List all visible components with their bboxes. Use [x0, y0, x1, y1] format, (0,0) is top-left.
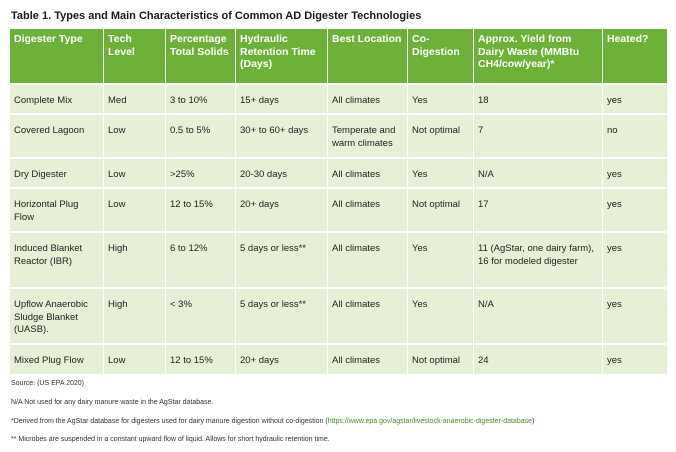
cell-hydraulic-retention-time: 20+ days [236, 345, 328, 374]
cell-hydraulic-retention-time: 5 days or less** [236, 233, 328, 287]
header-percentage-total-solids: Percentage Total Solids [166, 29, 236, 83]
footnote-microbes: ** Microbes are suspended in a constant … [11, 436, 330, 443]
cell-percentage-total-solids: 12 to 15% [166, 189, 236, 231]
table-row: Dry Digester Low >25% 20-30 days All cli… [10, 157, 667, 187]
cell-approx-yield: 11 (AgStar, one dairy farm), 16 for mode… [474, 233, 603, 287]
table-row: Complete Mix Med 3 to 10% 15+ days All c… [10, 83, 667, 113]
cell-digester-type: Dry Digester [10, 159, 104, 187]
header-tech-level: Tech Level [104, 29, 166, 83]
cell-best-location: All climates [328, 85, 408, 113]
cell-percentage-total-solids: >25% [166, 159, 236, 187]
footnote-derived-end: ) [532, 418, 535, 425]
table-row: Horizontal Plug Flow Low 12 to 15% 20+ d… [10, 187, 667, 231]
cell-co-digestion: Yes [408, 85, 474, 113]
table-row: Induced Blanket Reactor (IBR) High 6 to … [10, 231, 667, 287]
header-heated: Heated? [607, 33, 649, 45]
cell-heated: yes [607, 199, 622, 210]
cell-approx-yield: 24 [474, 345, 603, 374]
cell-co-digestion: Not optimal [408, 115, 474, 157]
cell-digester-type: Horizontal Plug Flow [10, 189, 104, 231]
cell-hydraulic-retention-time: 15+ days [236, 85, 328, 113]
table-row: Covered Lagoon Low 0.5 to 5% 30+ to 60+ … [10, 113, 667, 157]
footnote-source: Source: (US EPA 2020) [11, 380, 85, 387]
cell-tech-level: High [104, 289, 166, 343]
cell-digester-type: Covered Lagoon [10, 115, 104, 157]
header-approx-yield: Approx. Yield from Dairy Waste (MMBtu CH… [474, 29, 603, 83]
cell-percentage-total-solids: 0.5 to 5% [166, 115, 236, 157]
cell-co-digestion: Not optimal [408, 189, 474, 231]
cell-tech-level: Low [104, 115, 166, 157]
cell-hydraulic-retention-time: 20-30 days [236, 159, 328, 187]
cell-approx-yield: 7 [474, 115, 603, 157]
table-header-row: Digester Type Tech Level Percentage Tota… [10, 29, 667, 83]
header-best-location: Best Location [328, 29, 408, 83]
cell-approx-yield: N/A [474, 159, 603, 187]
cell-heated: yes [607, 95, 622, 106]
cell-tech-level: Low [104, 189, 166, 231]
cell-best-location: All climates [328, 345, 408, 374]
cell-digester-type: Induced Blanket Reactor (IBR) [10, 233, 104, 287]
cell-digester-type: Upflow Anaerobic Sludge Blanket (UASB). [10, 289, 104, 343]
agstar-database-link[interactable]: https://www.epa.gov/agstar/livestock-ana… [327, 418, 533, 425]
cell-percentage-total-solids: 3 to 10% [166, 85, 236, 113]
table-row: Mixed Plug Flow Low 12 to 15% 20+ days A… [10, 343, 667, 374]
cell-percentage-total-solids: 6 to 12% [166, 233, 236, 287]
cell-digester-type: Complete Mix [10, 85, 104, 113]
cell-hydraulic-retention-time: 5 days or less** [236, 289, 328, 343]
cell-tech-level: Low [104, 159, 166, 187]
cell-heated: yes [607, 299, 622, 310]
cell-percentage-total-solids: 12 to 15% [166, 345, 236, 374]
cell-digester-type: Mixed Plug Flow [10, 345, 104, 374]
cell-co-digestion: Not optimal [408, 345, 474, 374]
footnote-derived-text: *Derived from the AgStar database for di… [11, 418, 328, 425]
digester-table: Digester Type Tech Level Percentage Tota… [10, 29, 667, 374]
cell-tech-level: Med [104, 85, 166, 113]
cell-heated: no [607, 125, 618, 136]
cell-hydraulic-retention-time: 30+ to 60+ days [236, 115, 328, 157]
header-hydraulic-retention-time: Hydraulic Retention Time (Days) [236, 29, 328, 83]
cell-best-location: Temperate and warm climates [328, 115, 408, 157]
cell-approx-yield: N/A [474, 289, 603, 343]
footnote-na: N/A Not used for any dairy manure waste … [11, 399, 214, 406]
cell-tech-level: High [104, 233, 166, 287]
cell-best-location: All climates [328, 189, 408, 231]
cell-best-location: All climates [328, 233, 408, 287]
cell-approx-yield: 18 [474, 85, 603, 113]
footnote-derived: *Derived from the AgStar database for di… [11, 418, 534, 425]
cell-approx-yield: 17 [474, 189, 603, 231]
cell-tech-level: Low [104, 345, 166, 374]
cell-co-digestion: Yes [408, 289, 474, 343]
cell-percentage-total-solids: < 3% [166, 289, 236, 343]
cell-best-location: All climates [328, 159, 408, 187]
header-co-digestion: Co-Digestion [408, 29, 474, 83]
header-digester-type: Digester Type [10, 29, 104, 83]
table-row: Upflow Anaerobic Sludge Blanket (UASB). … [10, 287, 667, 343]
cell-heated: yes [607, 169, 622, 180]
cell-best-location: All climates [328, 289, 408, 343]
cell-co-digestion: Yes [408, 233, 474, 287]
cell-co-digestion: Yes [408, 159, 474, 187]
cell-heated: yes [607, 355, 622, 366]
cell-heated: yes [607, 243, 622, 254]
table-title: Table 1. Types and Main Characteristics … [11, 10, 422, 22]
cell-hydraulic-retention-time: 20+ days [236, 189, 328, 231]
